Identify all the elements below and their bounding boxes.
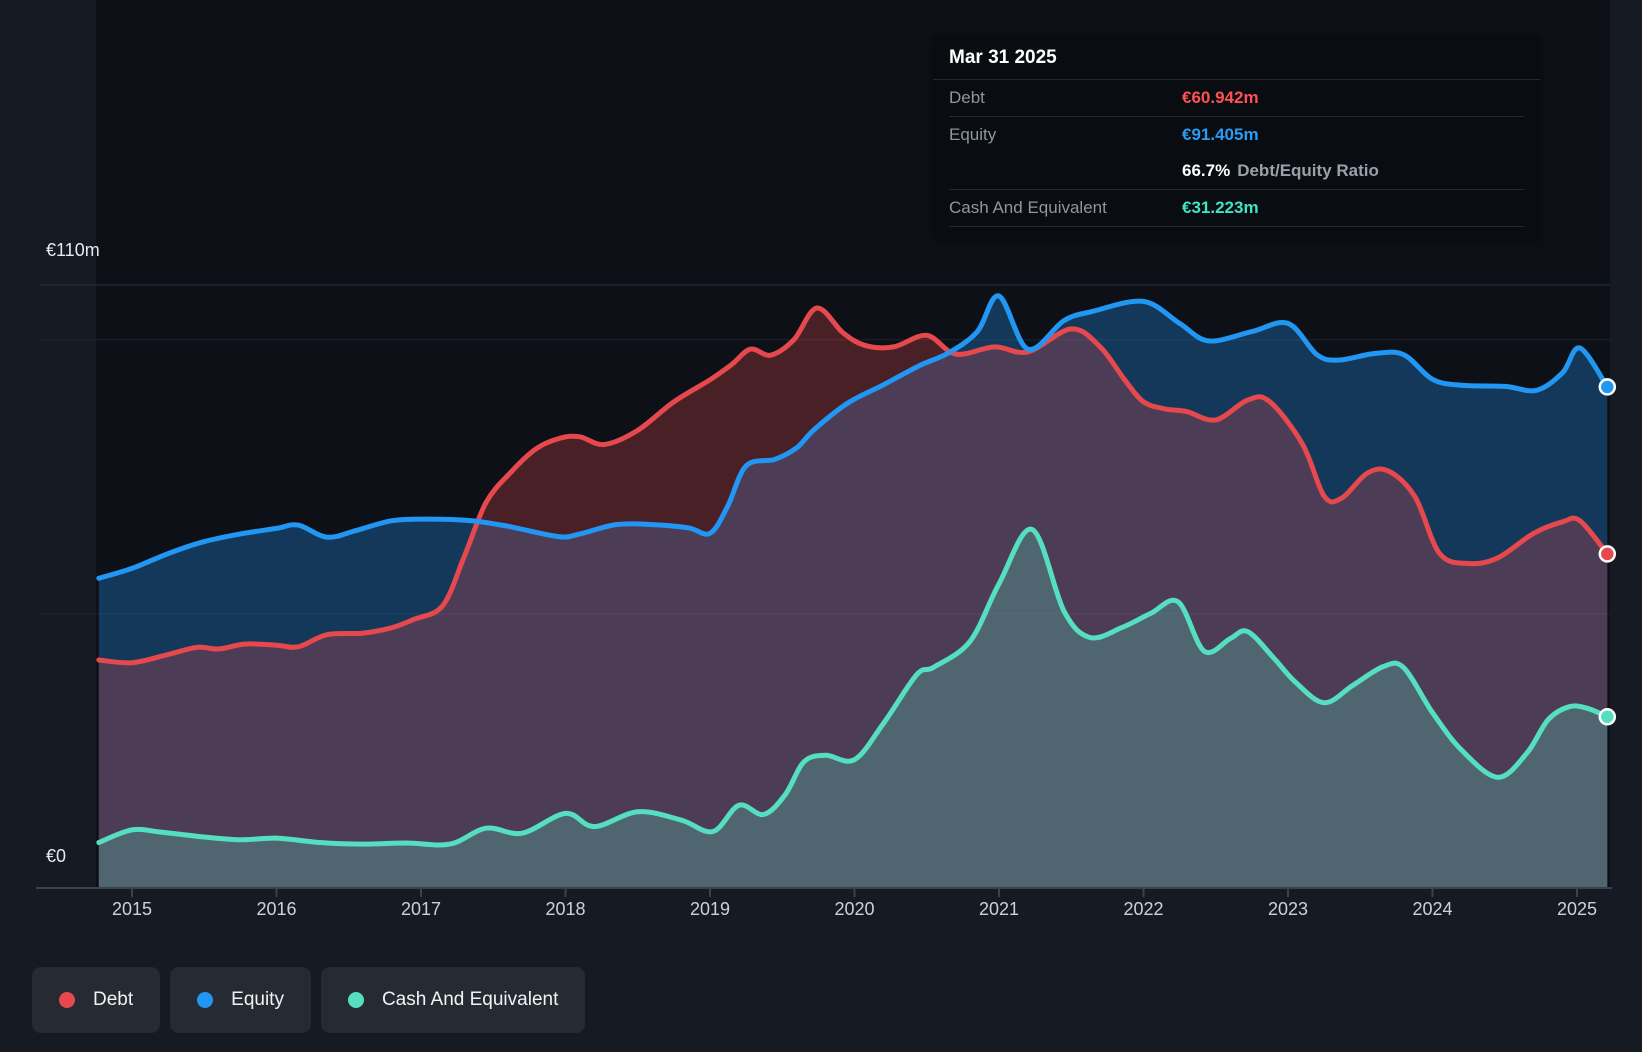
tooltip-ratio-label: Debt/Equity Ratio (1237, 161, 1379, 180)
legend-equity-label: Equity (231, 989, 284, 1010)
legend-item-debt[interactable]: Debt (32, 967, 161, 1033)
legend-debt-label: Debt (93, 989, 134, 1010)
cash-endpoint-marker (1598, 708, 1617, 726)
x-axis-label-2022: 2022 (1123, 899, 1164, 919)
tooltip-debt-label: Debt (949, 88, 985, 107)
legend-item-cash[interactable]: Cash And Equivalent (320, 967, 586, 1033)
tooltip-ratio-value: 66.7% (1182, 161, 1231, 180)
debt-line (96, 305, 1610, 666)
tooltip-equity-label: Equity (949, 125, 997, 144)
x-axis-label-2023: 2023 (1267, 899, 1309, 919)
x-axis-label-2017: 2017 (400, 899, 442, 919)
y-axis-label-max: €110m (46, 240, 100, 260)
x-axis-label-2015: 2015 (111, 899, 153, 919)
tooltip-cash-value: €31.223m (1182, 198, 1259, 217)
x-axis-label-2021: 2021 (978, 899, 1020, 919)
tooltip-row-debt: Debt €60.942m (949, 80, 1524, 117)
legend-cash-label: Cash And Equivalent (381, 989, 559, 1010)
cash-line (96, 526, 1610, 848)
debt-endpoint-marker (1598, 545, 1617, 563)
tooltip-date: Mar 31 2025 (933, 34, 1540, 80)
tooltip-debt-value: €60.942m (1182, 88, 1259, 107)
tooltip-equity-value: €91.405m (1182, 125, 1259, 144)
legend-item-equity[interactable]: Equity (170, 967, 311, 1033)
tooltip-row-cash: Cash And Equivalent €31.223m (949, 190, 1524, 227)
x-axis-label-2020: 2020 (834, 899, 875, 919)
debt-area (98, 307, 1608, 888)
equity-area (98, 295, 1608, 888)
cash-series-dot-icon (347, 992, 364, 1008)
x-axis-label-2024: 2024 (1412, 899, 1453, 919)
x-axis-label-2018: 2018 (545, 899, 586, 919)
equity-series-dot-icon (197, 992, 214, 1008)
x-axis-label-2019: 2019 (689, 899, 731, 919)
y-axis-label-zero: €0 (46, 846, 67, 866)
tooltip-row-equity: Equity €91.405m (949, 117, 1524, 153)
x-axis-label-2016: 2016 (256, 899, 297, 919)
cash-area (98, 529, 1608, 888)
x-axis-label-2025: 2025 (1556, 899, 1598, 919)
equity-line (96, 293, 1610, 581)
tooltip-cash-label: Cash And Equivalent (949, 198, 1107, 217)
tooltip-row-ratio: 66.7% Debt/Equity Ratio (949, 153, 1524, 190)
hover-tooltip: Mar 31 2025 Debt €60.942m Equity €91.405… (933, 34, 1540, 240)
equity-endpoint-marker (1598, 378, 1617, 396)
debt-series-dot-icon (59, 992, 75, 1008)
legend: Debt Equity Cash And Equivalent (32, 967, 586, 1033)
